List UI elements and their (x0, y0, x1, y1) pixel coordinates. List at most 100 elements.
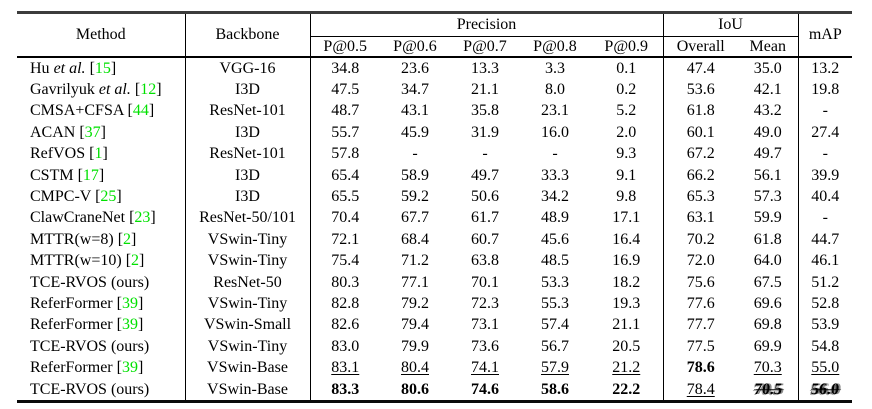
metric-cell: 48.5 (541, 252, 569, 270)
metric-cell: 80.6 (401, 380, 429, 398)
backbone-cell: ResNet-50 (185, 271, 311, 294)
col-header-iou-overall: Overall (676, 37, 725, 55)
metric-cell: 80.4 (401, 359, 429, 377)
metric-cell: 31.9 (471, 123, 499, 141)
metric-cell: 72.0 (686, 252, 715, 270)
method-etal: et al. (98, 81, 131, 99)
metric-cell: 72.3 (471, 294, 499, 312)
metric-cell: 55.0 (811, 359, 840, 377)
backbone-cell: I3D (185, 122, 311, 144)
citation-link[interactable]: 37 (84, 123, 101, 141)
metric-cell: 80.3 (331, 273, 360, 291)
metric-cell: 50.6 (471, 188, 499, 206)
method-cell: MTTR(w=8) [2] (17, 229, 186, 251)
table-row: CMPC-V [25] I3D 65.5 59.2 50.6 34.2 9.8 65.3 57.… (17, 186, 852, 208)
metric-cell: 16.0 (541, 123, 569, 141)
metric-cell: 23.1 (541, 102, 569, 120)
metric-cell: 9.8 (590, 186, 664, 208)
citation-link[interactable]: 1 (94, 145, 103, 163)
method-cell: CMPC-V [25] (17, 186, 186, 208)
metric-cell: 60.7 (471, 230, 499, 248)
metric-cell: 63.8 (471, 252, 499, 270)
metric-cell: 22.2 (590, 378, 664, 402)
metric-cell: 67.7 (401, 209, 429, 227)
col-header-p09: P@0.9 (590, 36, 664, 57)
metric-cell: 39.9 (811, 166, 840, 184)
backbone-cell: VSwin-Small (185, 314, 311, 337)
col-header-method: Method (17, 12, 186, 57)
citation-link[interactable]: 39 (121, 294, 138, 312)
metric-cell: 69.9 (738, 336, 799, 358)
method-cell: ReferFormer [39] (17, 314, 186, 337)
metric-cell: 79.4 (401, 316, 429, 334)
metric-cell: 67.5 (738, 271, 799, 294)
method-cell: ReferFormer [39] (17, 357, 186, 379)
metric-cell: 53.6 (686, 81, 715, 99)
col-header-iou-mean: Mean (738, 36, 799, 57)
metric-cell: 33.3 (541, 166, 569, 184)
metric-cell: 78.4 (686, 380, 715, 398)
metric-cell: 59.2 (401, 188, 429, 206)
method-cell: CMSA+CFSA [44] (17, 100, 186, 123)
citation-link[interactable]: 39 (121, 316, 138, 334)
method-cell: ClawCraneNet [23] (17, 207, 186, 230)
col-header-map: mAP (808, 26, 842, 43)
citation-link[interactable]: 15 (94, 59, 111, 77)
citation-link[interactable]: 2 (123, 230, 132, 248)
metric-cell: 57.4 (541, 316, 569, 334)
backbone-cell: VSwin-Tiny (185, 229, 311, 251)
method-cell: Hu et al. [15] (17, 57, 186, 80)
metric-cell: 61.8 (686, 102, 715, 120)
metric-cell: 82.6 (331, 316, 360, 334)
backbone-cell: VSwin-Base (185, 378, 311, 402)
citation-link[interactable]: 44 (132, 102, 149, 120)
table-row: TCE-RVOS (ours) VSwin-Base 83.3 80.6 74.6 58.… (17, 378, 852, 402)
metric-cell: - (822, 102, 828, 120)
backbone-cell: VSwin-Tiny (185, 250, 311, 272)
metric-cell: 70.3 (738, 357, 799, 379)
metric-cell: 59.9 (738, 207, 799, 230)
col-group-precision: Precision (310, 12, 664, 37)
metric-cell: 0.2 (590, 79, 664, 101)
metric-cell: 49.0 (738, 122, 799, 144)
method-cell: TCE-RVOS (ours) (17, 378, 186, 402)
metric-cell: 43.2 (738, 100, 799, 123)
citation-link[interactable]: 25 (100, 188, 117, 206)
metric-cell: 75.4 (331, 252, 360, 270)
citation-link[interactable]: 12 (140, 81, 157, 99)
metric-cell: 42.1 (738, 79, 799, 101)
table-row: Hu et al. [15] VGG-16 34.8 23.6 13.3 3.3 0.1 47… (17, 57, 852, 80)
col-header-p07: P@0.7 (463, 37, 507, 55)
metric-cell: 18.2 (590, 271, 664, 294)
metric-cell: 75.6 (686, 273, 715, 291)
metric-cell: 34.8 (331, 59, 360, 77)
method-cell: MTTR(w=10) [2] (17, 250, 186, 272)
metric-cell: - (412, 145, 418, 163)
citation-link[interactable]: 23 (134, 209, 151, 227)
table-row: ReferFormer [39] VSwin-Tiny 82.8 79.2 72.3 55… (17, 293, 852, 315)
metric-cell: 82.8 (331, 294, 360, 312)
citation-link[interactable]: 2 (131, 252, 140, 270)
citation-link[interactable]: 17 (82, 166, 99, 184)
backbone-cell: ResNet-50/101 (185, 207, 311, 230)
metric-cell: 19.8 (811, 81, 840, 99)
metric-cell: 46.1 (811, 252, 840, 270)
metric-cell: 34.2 (541, 188, 569, 206)
metric-cell: 35.8 (471, 102, 499, 120)
col-group-iou: IoU (663, 12, 799, 37)
table-row: ReferFormer [39] VSwin-Base 83.1 80.4 74.1 57… (17, 357, 852, 379)
metric-cell: 52.8 (811, 294, 840, 312)
metric-cell: 57.8 (331, 145, 360, 163)
method-cell: RefVOS [1] (17, 143, 186, 165)
metric-cell: 34.7 (401, 81, 429, 99)
metric-cell: 53.9 (811, 316, 840, 334)
metric-cell: 47.4 (686, 59, 715, 77)
method-cell: TCE-RVOS (ours) (17, 271, 186, 294)
citation-link[interactable]: 39 (121, 359, 138, 377)
metric-cell: 65.3 (686, 188, 715, 206)
table-row: Gavrilyuk et al. [12] I3D 47.5 34.7 21.1 8.0 0… (17, 79, 852, 101)
backbone-cell: ResNet-101 (185, 100, 311, 123)
metric-cell: 71.2 (401, 252, 429, 270)
backbone-cell: VSwin-Tiny (185, 336, 311, 358)
table-row: RefVOS [1] ResNet-101 57.8 - - - 9.3 67.2 49.7 - (17, 143, 852, 165)
